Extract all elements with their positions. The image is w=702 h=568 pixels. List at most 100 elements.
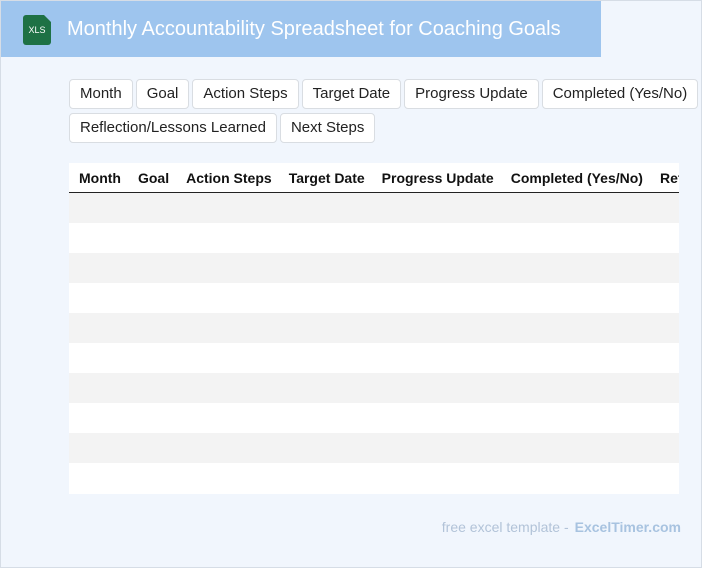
table-cell <box>176 223 279 253</box>
table-cell <box>500 433 650 463</box>
header-bar: XLS Monthly Accountability Spreadsheet f… <box>1 1 601 57</box>
table-cell <box>176 343 279 373</box>
tag-list: Month Goal Action Steps Target Date Progress… <box>69 79 699 143</box>
table-cell <box>372 343 501 373</box>
table-cell <box>500 313 650 343</box>
table-cell <box>176 373 279 403</box>
table: Month Goal Action Steps Target Date Progress… <box>69 163 679 493</box>
table-cell <box>649 433 679 463</box>
table-cell <box>128 403 176 433</box>
table-cell <box>501 463 650 493</box>
table-body <box>69 192 679 494</box>
table-row <box>69 343 679 373</box>
table-cell <box>69 192 128 223</box>
table-row <box>69 313 679 343</box>
table-cell <box>278 313 372 343</box>
column-header: Month <box>69 163 128 193</box>
column-header: Reflection/Lessons Learned <box>649 163 679 193</box>
footer: free excel template - ExcelTimer.com <box>442 519 681 535</box>
table-cell <box>371 253 501 283</box>
table-cell <box>500 373 650 403</box>
tag[interactable]: Goal <box>135 79 190 109</box>
table-row <box>69 373 679 403</box>
table-cell <box>649 313 679 343</box>
table-cell <box>650 463 679 493</box>
table-cell <box>278 192 372 223</box>
table-cell <box>176 403 279 433</box>
column-header: Completed (Yes/No) <box>500 163 650 193</box>
table-cell <box>127 313 177 343</box>
tag[interactable]: Reflection/Lessons Learned <box>69 113 277 143</box>
table-cell <box>649 192 679 223</box>
table-cell <box>372 283 501 313</box>
table-cell <box>176 283 279 313</box>
column-header: Progress Update <box>371 163 501 193</box>
table-cell <box>279 343 372 373</box>
table-row <box>69 283 679 313</box>
table-row <box>69 192 679 223</box>
table-container: Month Goal Action Steps Target Date Progress… <box>69 163 679 494</box>
column-header: Target Date <box>278 163 372 193</box>
page-title: Monthly Accountability Spreadsheet for C… <box>67 18 561 40</box>
file-icon: XLS <box>23 15 51 45</box>
table-cell <box>279 283 372 313</box>
table-cell <box>371 313 501 343</box>
table-cell <box>69 313 128 343</box>
table-cell <box>278 373 372 403</box>
tag[interactable]: Target Date <box>301 79 402 109</box>
table-cell <box>128 283 176 313</box>
table-cell <box>372 463 501 493</box>
table-cell <box>371 433 501 463</box>
table-cell <box>176 433 279 463</box>
table-cell <box>128 463 176 493</box>
table-cell <box>501 283 650 313</box>
table-cell <box>69 403 128 433</box>
table-cell <box>127 253 177 283</box>
table-cell <box>649 373 679 403</box>
table-cell <box>371 373 501 403</box>
table-cell <box>649 253 679 283</box>
tag[interactable]: Action Steps <box>192 79 299 109</box>
table-cell <box>371 192 501 223</box>
tag[interactable]: Completed (Yes/No) <box>541 79 699 109</box>
tag[interactable]: Next Steps <box>279 113 376 143</box>
table-cell <box>279 403 372 433</box>
footer-link[interactable]: ExcelTimer.com <box>574 519 681 535</box>
table-row <box>69 463 679 493</box>
table-cell <box>650 223 679 253</box>
table-cell <box>69 223 128 253</box>
table-cell <box>176 192 279 223</box>
table-row <box>69 403 679 433</box>
table-cell <box>69 433 128 463</box>
table-row <box>69 223 679 253</box>
table-row <box>69 433 679 463</box>
table-cell <box>127 192 177 223</box>
table-cell <box>128 343 176 373</box>
table-cell <box>128 223 176 253</box>
table-cell <box>127 433 177 463</box>
table-cell <box>127 373 177 403</box>
table-cell <box>501 223 650 253</box>
table-cell <box>650 403 679 433</box>
table-cell <box>69 343 128 373</box>
table-cell <box>176 313 279 343</box>
table-cell <box>279 463 372 493</box>
table-cell <box>650 283 679 313</box>
table-cell <box>501 403 650 433</box>
table-cell <box>500 192 650 223</box>
table-cell <box>500 253 650 283</box>
column-header: Action Steps <box>176 163 279 193</box>
table-cell <box>372 223 501 253</box>
table-cell <box>176 253 279 283</box>
table-cell <box>69 373 128 403</box>
table-cell <box>69 463 128 493</box>
table-cell <box>650 343 679 373</box>
tag[interactable]: Month <box>69 79 133 109</box>
table-row <box>69 253 679 283</box>
tag[interactable]: Progress Update <box>404 79 539 109</box>
table-cell <box>69 283 128 313</box>
table-cell <box>372 403 501 433</box>
table-cell <box>279 223 372 253</box>
table-cell <box>69 253 128 283</box>
